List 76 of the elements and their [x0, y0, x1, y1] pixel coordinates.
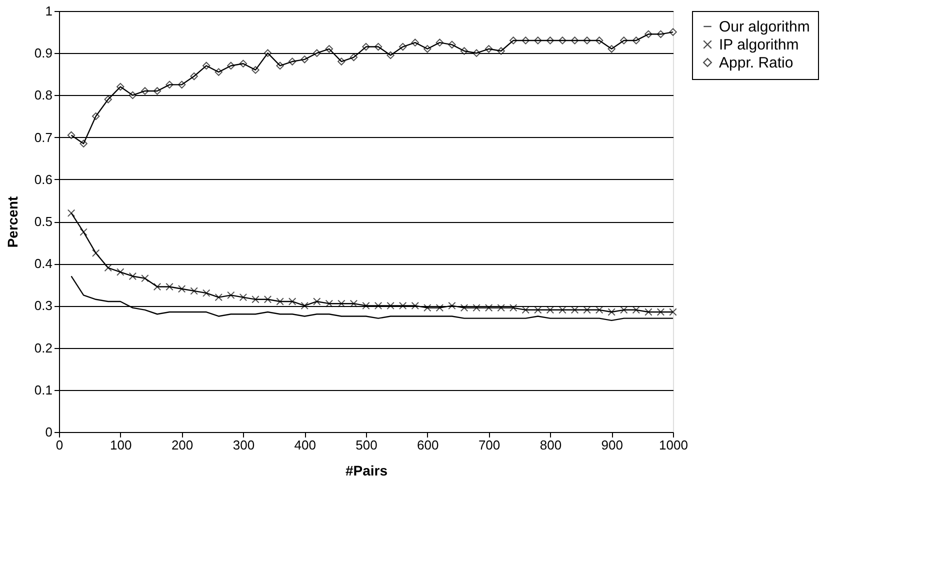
point [424, 304, 432, 312]
point [252, 296, 260, 304]
point [608, 308, 616, 316]
point [595, 306, 604, 314]
legend-label: Our algorithm [719, 18, 810, 36]
point [510, 304, 518, 312]
point [546, 306, 554, 314]
x-tick-label: 500 [356, 438, 378, 452]
y-tick-label: 0.4 [34, 256, 52, 272]
point [276, 298, 284, 306]
point [166, 282, 174, 291]
y-tick-label: 0.5 [34, 214, 52, 229]
point [656, 308, 665, 316]
x-axis-title: #Pairs [345, 462, 388, 478]
point [669, 308, 677, 316]
point [460, 304, 468, 312]
point [288, 298, 296, 306]
x-tick-label: 700 [478, 438, 500, 452]
point [190, 287, 198, 295]
point [325, 300, 334, 308]
point [620, 306, 628, 314]
y-axis-title: Percent [4, 196, 20, 248]
x-tick-label: 1000 [659, 438, 688, 452]
y-tick-label: 0.1 [34, 382, 52, 398]
y-tick-label: 0.9 [34, 46, 52, 61]
y-tick-label: 1 [45, 4, 52, 18]
point [632, 306, 640, 314]
point [522, 306, 530, 314]
point [350, 300, 358, 308]
x-tick-label: 0 [56, 438, 64, 452]
y-tick-label: 0 [45, 424, 52, 440]
point [313, 298, 321, 306]
point [398, 302, 407, 310]
y-tick-label: 0.7 [34, 130, 52, 145]
point [436, 304, 444, 312]
legend-label: Appr. Ratio [719, 54, 794, 72]
point [362, 302, 370, 310]
y-tick-label: 0.8 [34, 88, 52, 103]
point [153, 282, 162, 291]
point [386, 302, 394, 310]
point [484, 304, 493, 312]
point [128, 272, 137, 280]
y-tick-label: 0.3 [34, 298, 52, 314]
point [644, 308, 652, 316]
point [239, 293, 248, 302]
point [497, 304, 505, 312]
x-tick-label: 400 [294, 438, 316, 452]
x-tick-label: 600 [417, 438, 439, 452]
point [92, 249, 100, 257]
x-tick-label: 300 [232, 438, 255, 452]
point [141, 274, 149, 282]
point [227, 291, 235, 300]
point [300, 302, 308, 310]
point [338, 300, 346, 308]
point [116, 268, 124, 276]
x-tick-label: 800 [540, 438, 562, 452]
point [583, 306, 591, 314]
x-tick-label: 100 [110, 438, 132, 452]
point [570, 306, 579, 314]
point [178, 285, 186, 293]
point [411, 302, 419, 310]
point [558, 306, 566, 314]
y-tick-label: 0.2 [34, 340, 52, 356]
y-tick-label: 0.6 [34, 172, 52, 187]
point [472, 304, 480, 312]
point [202, 289, 210, 297]
point [264, 296, 272, 304]
point [534, 306, 542, 314]
x-tick-label: 900 [601, 438, 623, 452]
point [67, 209, 76, 217]
point [448, 302, 456, 310]
point [214, 293, 222, 302]
legend-label: IP algorithm [719, 36, 799, 54]
point [374, 302, 382, 310]
x-tick-label: 200 [171, 438, 194, 452]
point [80, 228, 88, 236]
